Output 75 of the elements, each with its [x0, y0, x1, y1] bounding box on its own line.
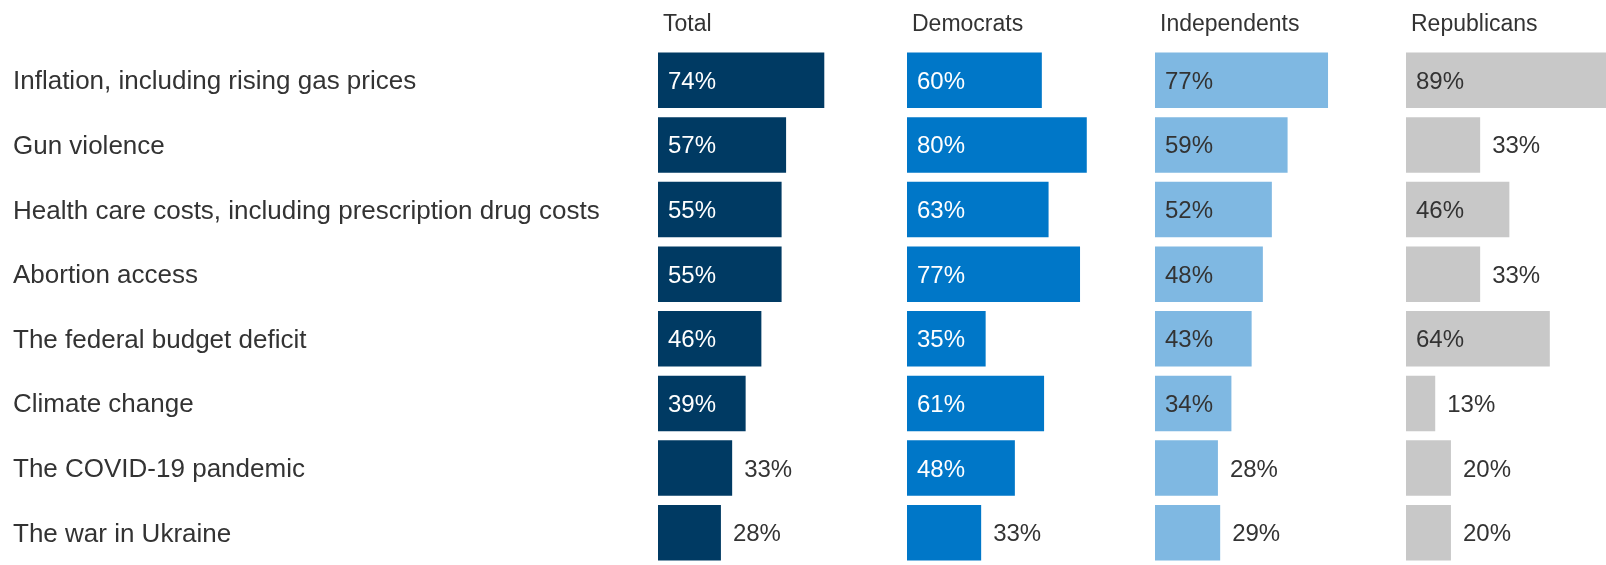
data-label: 39%: [668, 389, 717, 417]
data-label: 48%: [917, 454, 966, 482]
data-label: 60%: [917, 66, 966, 94]
bar: [1406, 311, 1550, 367]
y-tick-label: Abortion access: [13, 259, 198, 290]
data-label: 28%: [1229, 454, 1278, 482]
bar: [1406, 504, 1451, 561]
data-label: 80%: [917, 131, 966, 159]
bar: [1406, 52, 1606, 109]
y-tick-label: Gun violence: [13, 129, 165, 160]
bar: [907, 117, 1087, 173]
data-label: 57%: [668, 131, 717, 159]
bar: [658, 117, 787, 173]
y-tick-label: Health care costs, including prescription drug costs: [13, 194, 600, 225]
data-label: 29%: [1232, 519, 1281, 547]
data-label: 33%: [1492, 131, 1541, 159]
y-tick-label: Inflation, including rising gas prices: [13, 65, 417, 96]
data-label: 35%: [917, 325, 966, 353]
data-label: 13%: [1447, 389, 1496, 417]
data-label: 20%: [1462, 454, 1511, 482]
bar: [1406, 440, 1451, 496]
bar: [1406, 181, 1510, 238]
data-label: 33%: [744, 454, 793, 482]
data-label: 33%: [1492, 260, 1541, 288]
bar: [907, 181, 1049, 238]
bar: [1155, 246, 1263, 302]
data-label: 43%: [1165, 325, 1214, 353]
data-label: 61%: [917, 389, 966, 417]
data-label: 59%: [1165, 131, 1214, 159]
data-label: 63%: [917, 196, 966, 224]
data-label: 77%: [1165, 66, 1214, 94]
chart-title: Independents: [1160, 9, 1300, 36]
data-label: 46%: [1416, 196, 1465, 224]
data-label: 20%: [1462, 519, 1511, 547]
bar: [1406, 375, 1436, 432]
bar: [658, 440, 733, 496]
bar: [907, 375, 1045, 432]
data-label: 74%: [668, 66, 717, 94]
data-label: 46%: [668, 325, 717, 353]
bar: [907, 52, 1042, 109]
data-label: 64%: [1416, 325, 1465, 353]
chart-title: Republicans: [1411, 9, 1538, 36]
y-tick-label: Climate change: [13, 388, 194, 419]
bar: [658, 246, 782, 302]
data-label: 55%: [668, 196, 717, 224]
y-tick-label: The war in Ukraine: [13, 517, 232, 548]
bar: [907, 311, 986, 367]
bar: [658, 311, 762, 367]
bar: [907, 246, 1081, 302]
bar: [907, 440, 1015, 496]
chart-title: Democrats: [912, 9, 1024, 36]
bar: [1155, 311, 1252, 367]
y-tick-label: The federal budget deficit: [13, 323, 308, 354]
bar: [1155, 117, 1288, 173]
data-label: 34%: [1165, 389, 1214, 417]
chart-title: Total: [663, 9, 712, 36]
data-label: 89%: [1416, 66, 1465, 94]
data-label: 77%: [917, 260, 966, 288]
bar: [658, 52, 825, 109]
data-label: 28%: [732, 519, 781, 547]
bar: [658, 181, 782, 238]
bar: [1155, 504, 1221, 561]
bar: [1155, 181, 1272, 238]
bar: [1406, 117, 1481, 173]
bar: [658, 504, 721, 561]
bar: [658, 375, 746, 432]
data-label: 48%: [1165, 260, 1214, 288]
bar: [1406, 246, 1481, 302]
data-label: 52%: [1165, 196, 1214, 224]
y-tick-label: The COVID-19 pandemic: [13, 453, 305, 484]
data-label: 33%: [993, 519, 1042, 547]
bar: [907, 504, 982, 561]
bar: [1155, 52, 1329, 109]
bar: [1155, 440, 1218, 496]
data-label: 55%: [668, 260, 717, 288]
